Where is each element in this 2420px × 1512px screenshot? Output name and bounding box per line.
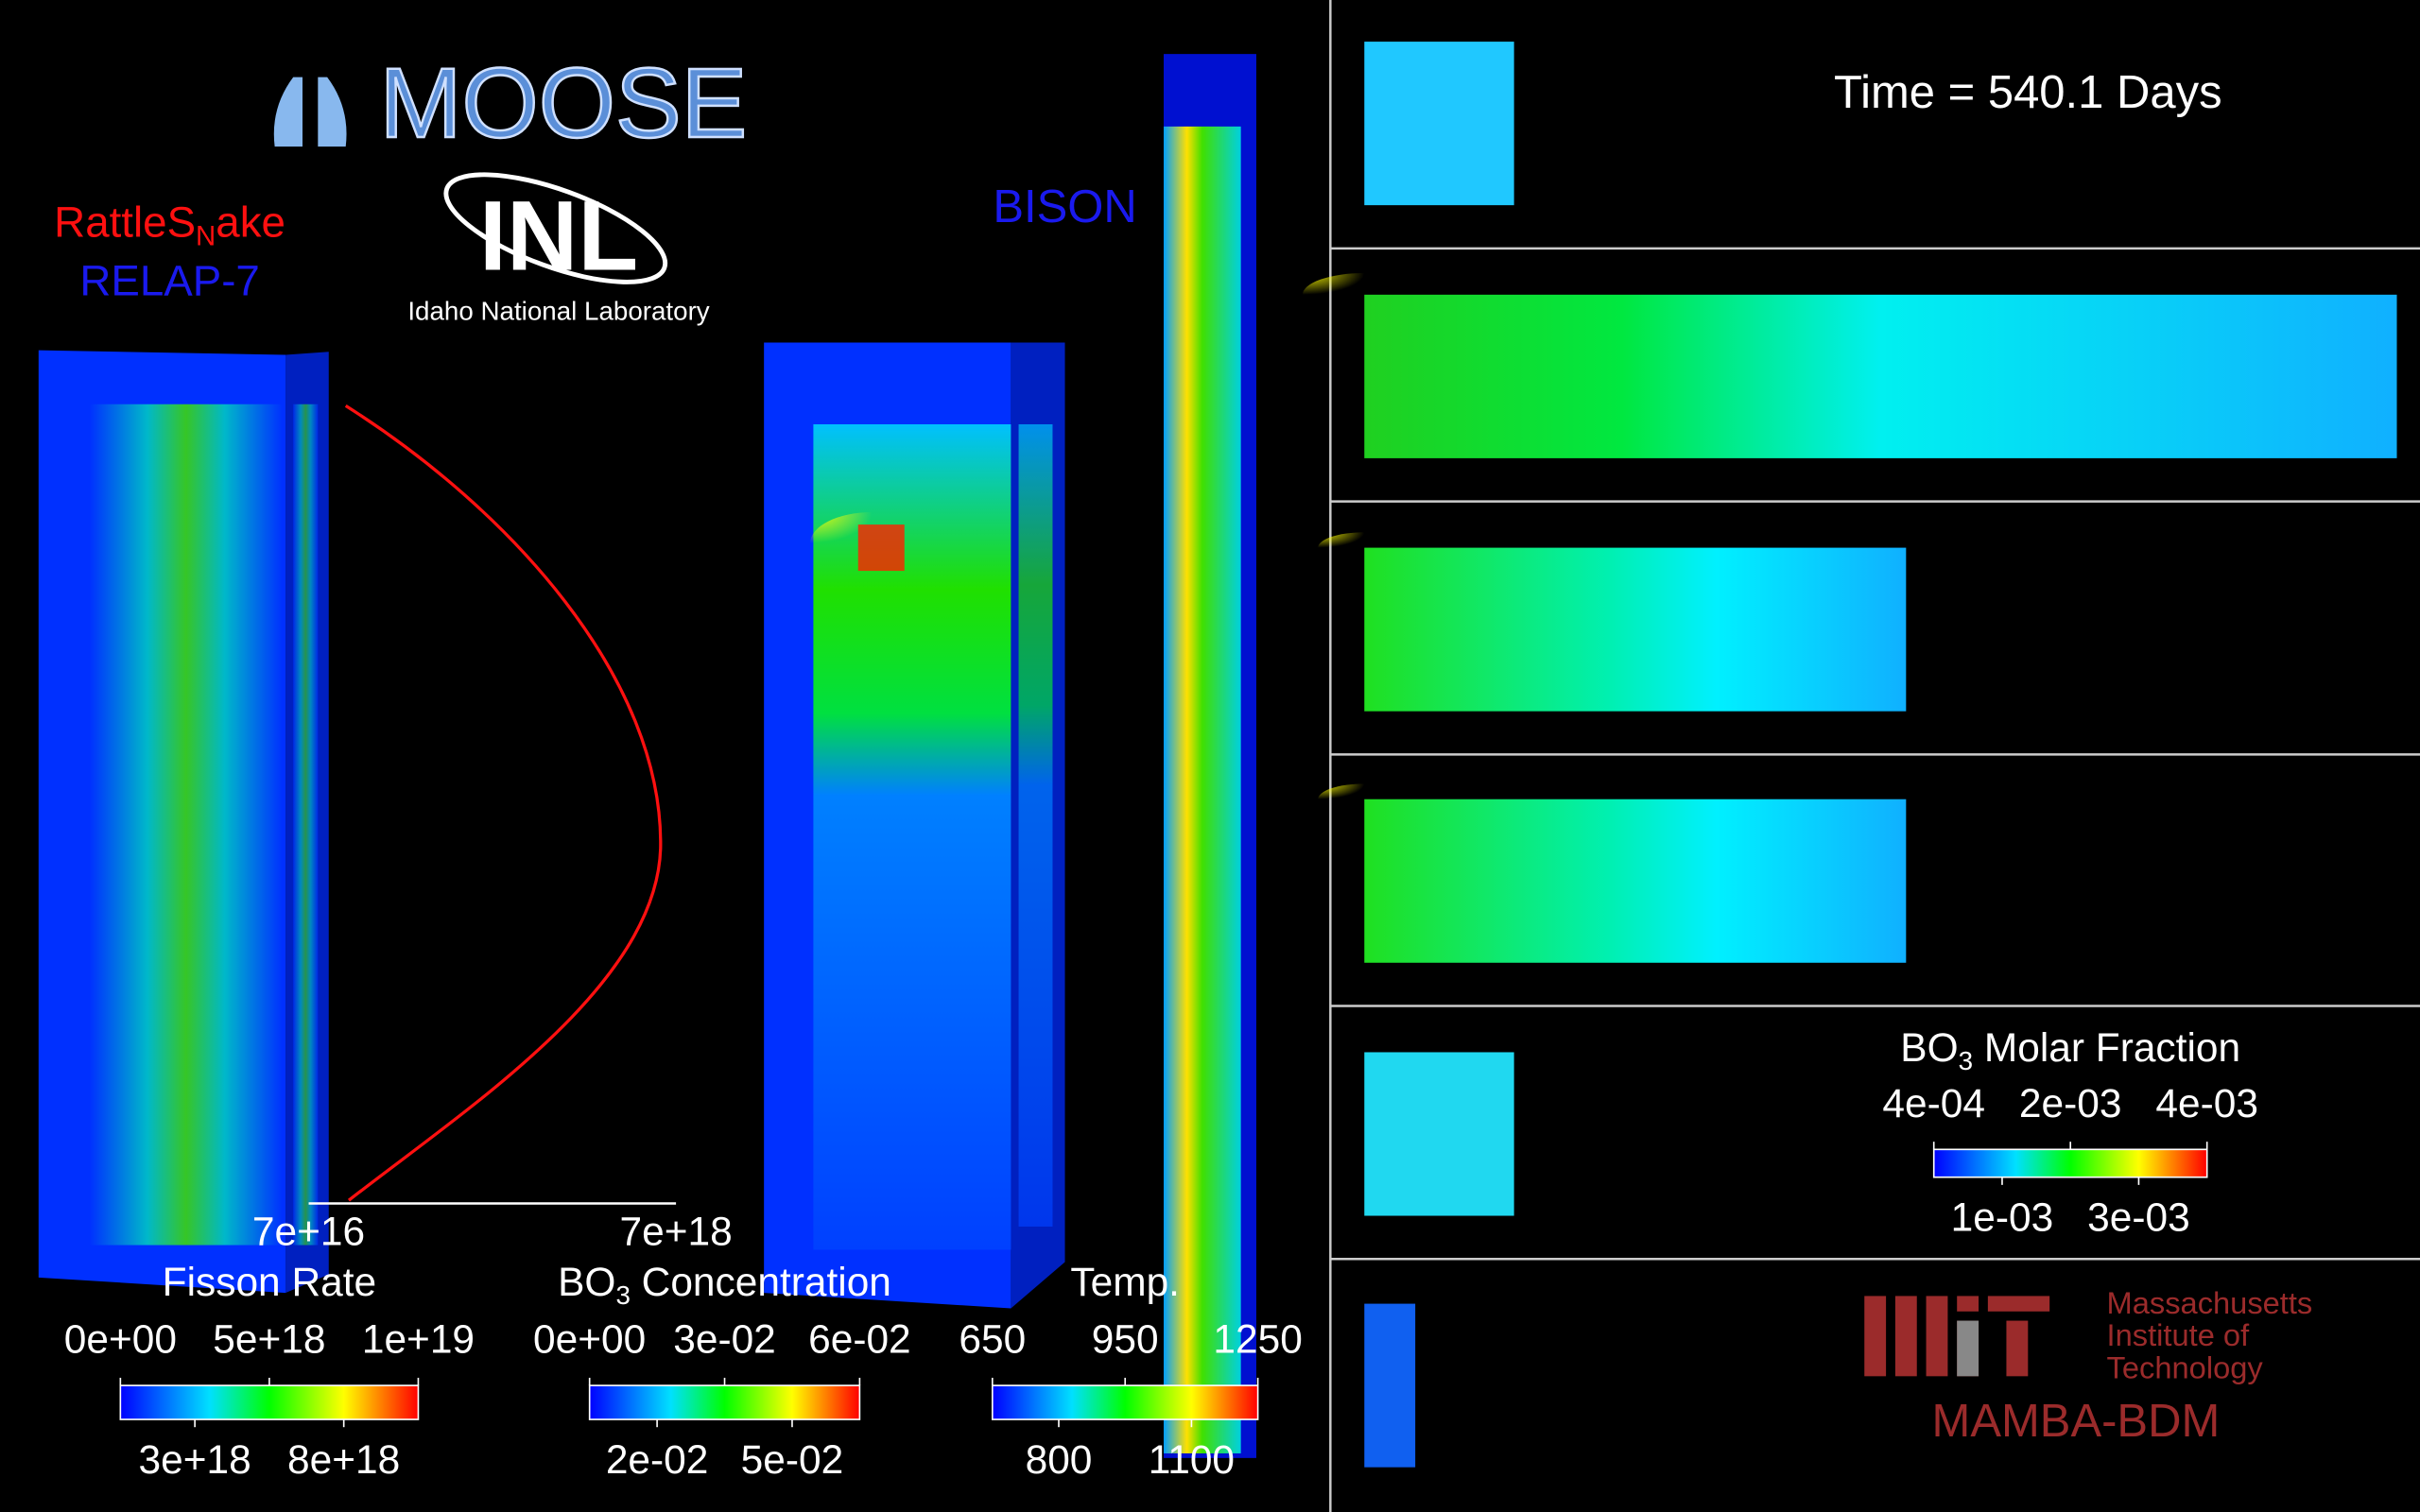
tick-label: 2e-03 (2019, 1081, 2122, 1125)
tick-label: 0e+00 (64, 1317, 177, 1362)
colorbar-title: Fisson Rate (163, 1260, 376, 1304)
tick-label: 1100 (1149, 1437, 1235, 1482)
title-part: 3 (615, 1280, 630, 1310)
tick-label: 650 (959, 1317, 1026, 1362)
title-part: BO (558, 1260, 615, 1304)
panel-separators (1330, 247, 2420, 1261)
colorbar (991, 1384, 1259, 1420)
tick-label: 2e-02 (606, 1437, 709, 1482)
tick-label: 3e+18 (139, 1437, 251, 1482)
tick-label: 1e+19 (362, 1317, 475, 1362)
tick-label: 5e+18 (213, 1317, 325, 1362)
colorbar (1932, 1148, 2208, 1178)
inl-logo: INL (479, 181, 638, 292)
colorbar-title: BO3 Concentration (558, 1260, 891, 1310)
tick-label: 950 (1092, 1317, 1159, 1362)
tick-label: 3e-02 (673, 1317, 776, 1362)
title-part: Temp. (1070, 1260, 1180, 1304)
box-side-field (1018, 423, 1053, 1227)
mit-name: Massachusetts (2107, 1285, 2313, 1320)
mit-name: Technology (2107, 1349, 2264, 1384)
flux-profile (344, 404, 663, 1202)
mamba-label: MAMBA-BDM (1932, 1396, 2221, 1447)
bdm-field (1364, 42, 1514, 206)
tick-label: 5e-02 (741, 1437, 844, 1482)
mit-name: Institute of (2107, 1317, 2251, 1352)
colorbar-title: Temp. (1070, 1260, 1180, 1304)
bdm-field (1364, 547, 1907, 712)
tick-label: 6e-02 (808, 1317, 911, 1362)
box-hotspot-core (857, 524, 905, 572)
bison-label: BISON (993, 181, 1136, 232)
title-part: 3 (1959, 1046, 1973, 1075)
flux-axis-min: 7e+16 (252, 1209, 365, 1253)
inl-swoosh (443, 172, 668, 284)
bdm-field (1364, 799, 1907, 963)
moose-logo: MOOSE (379, 48, 747, 159)
core-field (89, 404, 283, 1246)
title-part: Concentration (631, 1260, 891, 1304)
bdm-field (1364, 294, 2397, 458)
title-part: Fisson Rate (163, 1260, 376, 1304)
mit-logo-grey (1957, 1320, 1979, 1377)
tick-label: 8e+18 (287, 1437, 400, 1482)
title-part: Molar Fraction (1973, 1025, 2240, 1070)
relap-label: RELAP-7 (79, 256, 260, 304)
colorbar (119, 1384, 420, 1420)
tick-label: 1250 (1213, 1317, 1302, 1362)
colorbar (588, 1384, 861, 1420)
bdm-hotspots (1302, 272, 1426, 816)
colorbar-title: BO3 Molar Fraction (1900, 1025, 2240, 1075)
pin-field (1164, 126, 1241, 1453)
tick-label: 4e-04 (1882, 1081, 1985, 1125)
inl-name: Idaho National Laboratory (407, 297, 709, 326)
mit-logo (1864, 1296, 2050, 1377)
tick-label: 800 (1026, 1437, 1093, 1482)
bdm-field (1364, 1052, 1514, 1216)
bdm-field (1364, 1303, 1416, 1468)
flux-axis-max: 7e+18 (620, 1209, 733, 1253)
tick-label: 4e-03 (2155, 1081, 2258, 1125)
tick-label: 3e-03 (2087, 1195, 2190, 1240)
tick-label: 0e+00 (533, 1317, 646, 1362)
moose-icon (273, 77, 347, 147)
rattlesnake-label: RattleSNake (54, 198, 285, 251)
time-label: Time = 540.1 Days (1834, 67, 2222, 118)
title-part: BO (1900, 1025, 1958, 1070)
tick-label: 1e-03 (1951, 1195, 2054, 1240)
core-side-field (293, 404, 319, 1246)
